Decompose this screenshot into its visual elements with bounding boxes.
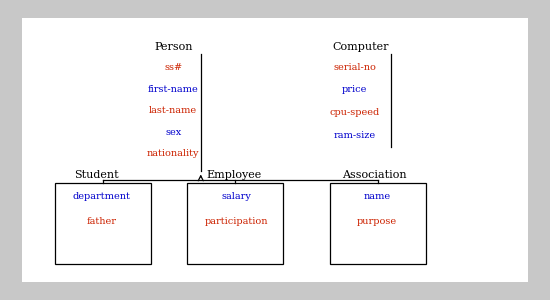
Text: last-name: last-name	[149, 106, 197, 115]
Bar	[330, 183, 426, 264]
Text: Student: Student	[74, 170, 119, 181]
Text: cpu-speed: cpu-speed	[329, 108, 380, 117]
Text: name: name	[363, 192, 390, 201]
Bar	[187, 183, 283, 264]
Text: Person: Person	[154, 41, 192, 52]
Text: sex: sex	[165, 128, 182, 137]
Text: father: father	[87, 218, 117, 226]
Text: price: price	[342, 85, 367, 94]
Text: participation: participation	[205, 218, 268, 226]
Text: ss#: ss#	[164, 63, 182, 72]
Text: first-name: first-name	[148, 85, 199, 94]
Bar	[22, 18, 528, 282]
Text: nationality: nationality	[147, 149, 200, 158]
Text: Employee: Employee	[206, 170, 261, 181]
Text: serial-no: serial-no	[333, 63, 376, 72]
Text: Association: Association	[342, 170, 406, 181]
Bar	[55, 183, 151, 264]
Text: salary: salary	[222, 192, 251, 201]
Text: ram-size: ram-size	[334, 130, 376, 140]
Text: department: department	[73, 192, 131, 201]
Text: purpose: purpose	[357, 218, 397, 226]
Text: Computer: Computer	[332, 41, 388, 52]
